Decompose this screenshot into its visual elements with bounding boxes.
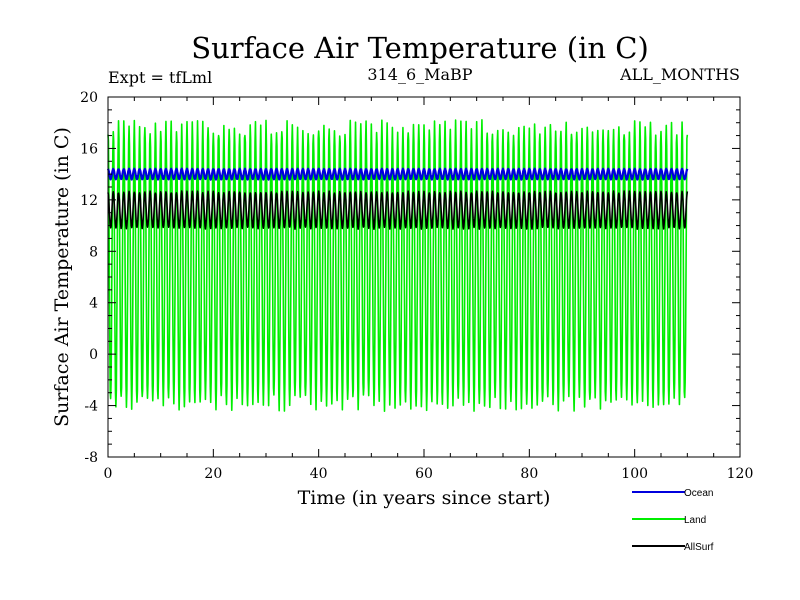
x-tick-label: 40 xyxy=(310,466,328,482)
y-axis: -8 -4 0 4 8 12 16 20 xyxy=(80,90,740,466)
y-tick-label: 4 xyxy=(89,296,98,312)
months-label: ALL_MONTHS xyxy=(619,65,740,84)
y-tick-label: 8 xyxy=(89,244,98,260)
series-line-land xyxy=(107,119,689,412)
series-line-allsurf xyxy=(107,190,689,230)
x-tick-label: 80 xyxy=(520,466,538,482)
y-tick-label: 0 xyxy=(89,347,98,363)
y-tick-label: 16 xyxy=(80,141,98,157)
expt-label: Expt = tfLml xyxy=(108,68,212,87)
legend: Ocean Land AllSurf xyxy=(632,488,714,553)
y-tick-label: 12 xyxy=(80,193,98,209)
legend-label-allsurf: AllSurf xyxy=(684,542,714,553)
plot-area: 0 20 40 60 80 100 120 -8 -4 0 4 8 12 16 20 xyxy=(80,90,753,482)
y-axis-label: Surface Air Temperature (in C) xyxy=(51,127,73,427)
x-tick-label: 20 xyxy=(204,466,222,482)
x-tick-label: 120 xyxy=(727,466,754,482)
x-tick-label: 60 xyxy=(415,466,433,482)
run-label: 314_6_MaBP xyxy=(367,65,472,84)
legend-label-ocean: Ocean xyxy=(684,488,713,499)
y-tick-label: -4 xyxy=(84,399,98,415)
chart-title: Surface Air Temperature (in C) xyxy=(191,31,649,65)
x-tick-label: 0 xyxy=(104,466,113,482)
x-axis-label: Time (in years since start) xyxy=(298,487,551,509)
series-line-ocean xyxy=(106,167,689,181)
x-axis: 0 20 40 60 80 100 120 xyxy=(104,97,754,482)
x-tick-label: 100 xyxy=(621,466,648,482)
y-tick-label: 20 xyxy=(80,90,98,106)
series-layer xyxy=(106,119,689,412)
y-tick-label: -8 xyxy=(84,450,98,466)
legend-label-land: Land xyxy=(684,515,706,526)
